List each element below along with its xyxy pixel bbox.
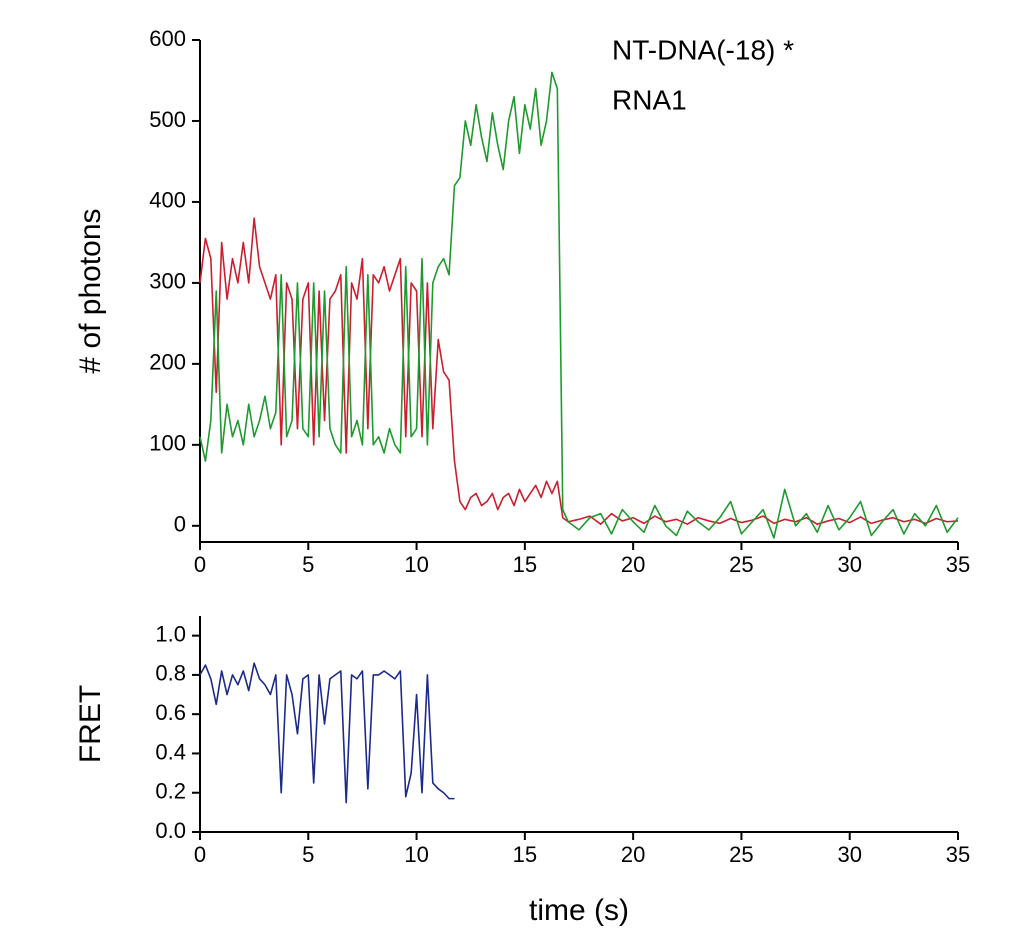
x-tick-label: 0 xyxy=(194,552,206,577)
data-line xyxy=(199,217,959,525)
x-tick-label: 10 xyxy=(404,552,428,577)
x-tick-label: 20 xyxy=(621,842,645,867)
x-tick-label: 30 xyxy=(837,552,861,577)
y-tick-label: 0.0 xyxy=(155,818,186,843)
data-line xyxy=(199,662,455,804)
x-tick-label: 35 xyxy=(946,842,970,867)
x-axis-label: time (s) xyxy=(529,894,629,927)
x-tick-label: 10 xyxy=(404,842,428,867)
y-axis-label: FRET xyxy=(74,685,107,763)
x-tick-label: 35 xyxy=(946,552,970,577)
y-tick-label: 100 xyxy=(149,431,186,456)
x-tick-label: 15 xyxy=(513,552,537,577)
y-tick-label: 0 xyxy=(174,512,186,537)
annotation: NT-DNA(-18) * xyxy=(612,34,794,65)
y-tick-label: 0.4 xyxy=(155,739,186,764)
x-tick-label: 0 xyxy=(194,842,206,867)
x-tick-label: 25 xyxy=(729,842,753,867)
y-tick-label: 1.0 xyxy=(155,621,186,646)
x-tick-label: 5 xyxy=(302,552,314,577)
x-tick-label: 20 xyxy=(621,552,645,577)
y-tick-label: 0.8 xyxy=(155,661,186,686)
y-tick-label: 400 xyxy=(149,188,186,213)
annotation: RNA1 xyxy=(612,84,687,115)
y-tick-label: 500 xyxy=(149,107,186,132)
y-tick-label: 0.6 xyxy=(155,700,186,725)
x-tick-label: 25 xyxy=(729,552,753,577)
y-tick-label: 600 xyxy=(149,26,186,51)
y-tick-label: 300 xyxy=(149,269,186,294)
y-axis-label: # of photons xyxy=(74,208,107,373)
x-tick-label: 30 xyxy=(837,842,861,867)
x-tick-label: 5 xyxy=(302,842,314,867)
x-tick-label: 15 xyxy=(513,842,537,867)
data-line xyxy=(199,71,959,539)
y-tick-label: 200 xyxy=(149,350,186,375)
y-tick-label: 0.2 xyxy=(155,779,186,804)
